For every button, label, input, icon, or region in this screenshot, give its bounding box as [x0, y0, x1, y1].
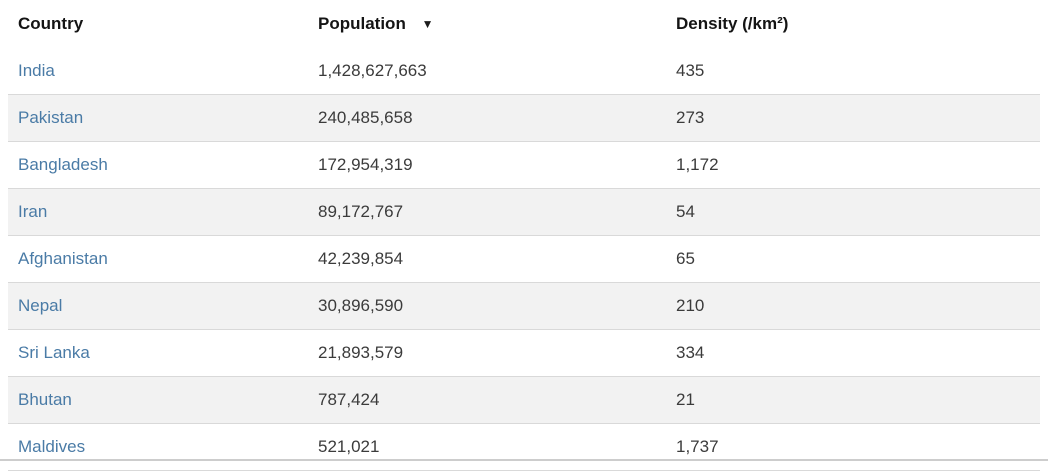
density-cell: 334 — [676, 343, 705, 362]
population-cell: 1,428,627,663 — [318, 61, 427, 80]
header-cell-population[interactable]: Population ▼ — [308, 14, 666, 34]
country-cell: India — [8, 61, 308, 81]
table-row: Bangladesh 172,954,319 1,172 — [8, 142, 1040, 189]
header-label-density: Density (/km²) — [676, 14, 789, 33]
country-cell: Nepal — [8, 296, 308, 316]
country-cell: Afghanistan — [8, 249, 308, 269]
header-label-country: Country — [18, 14, 84, 33]
country-link[interactable]: Pakistan — [18, 108, 84, 127]
density-cell: 65 — [676, 249, 695, 268]
sort-descending-icon: ▼ — [421, 17, 434, 31]
header-label-population: Population — [318, 14, 406, 33]
density-cell: 210 — [676, 296, 705, 315]
density-cell: 1,172 — [676, 155, 719, 174]
population-cell: 787,424 — [318, 390, 380, 409]
table-row: Sri Lanka 21,893,579 334 — [8, 330, 1040, 377]
density-cell: 273 — [676, 108, 705, 127]
population-cell: 30,896,590 — [318, 296, 404, 315]
population-cell: 172,954,319 — [318, 155, 413, 174]
country-link[interactable]: Iran — [18, 202, 48, 221]
country-link[interactable]: Bangladesh — [18, 155, 108, 174]
population-cell: 240,485,658 — [318, 108, 413, 127]
table-row: India 1,428,627,663 435 — [8, 48, 1040, 95]
country-cell: Sri Lanka — [8, 343, 308, 363]
table-row: Maldives 521,021 1,737 — [8, 424, 1040, 471]
country-link[interactable]: Bhutan — [18, 390, 72, 409]
table-row: Iran 89,172,767 54 — [8, 189, 1040, 236]
viewport-bottom-edge — [0, 459, 1048, 461]
country-cell: Maldives — [8, 437, 308, 457]
population-cell: 42,239,854 — [318, 249, 404, 268]
table-row: Pakistan 240,485,658 273 — [8, 95, 1040, 142]
table-row: Afghanistan 42,239,854 65 — [8, 236, 1040, 283]
country-cell: Pakistan — [8, 108, 308, 128]
header-cell-density[interactable]: Density (/km²) — [666, 14, 1040, 34]
density-cell: 21 — [676, 390, 695, 409]
country-link[interactable]: Afghanistan — [18, 249, 108, 268]
table-row: Bhutan 787,424 21 — [8, 377, 1040, 424]
density-cell: 1,737 — [676, 437, 719, 456]
population-cell: 89,172,767 — [318, 202, 404, 221]
table-row: Nepal 30,896,590 210 — [8, 283, 1040, 330]
country-link[interactable]: Maldives — [18, 437, 86, 456]
country-cell: Bhutan — [8, 390, 308, 410]
density-cell: 54 — [676, 202, 695, 221]
country-cell: Bangladesh — [8, 155, 308, 175]
countries-table: Country Population ▼ Density (/km²) Indi… — [8, 0, 1040, 471]
country-cell: Iran — [8, 202, 308, 222]
country-link[interactable]: Sri Lanka — [18, 343, 90, 362]
population-cell: 21,893,579 — [318, 343, 404, 362]
population-cell: 521,021 — [318, 437, 380, 456]
country-link[interactable]: India — [18, 61, 55, 80]
header-cell-country[interactable]: Country — [8, 14, 308, 34]
table-header-row: Country Population ▼ Density (/km²) — [8, 0, 1040, 48]
density-cell: 435 — [676, 61, 705, 80]
country-link[interactable]: Nepal — [18, 296, 63, 315]
table-body: India 1,428,627,663 435 Pakistan 240,485… — [8, 48, 1040, 471]
